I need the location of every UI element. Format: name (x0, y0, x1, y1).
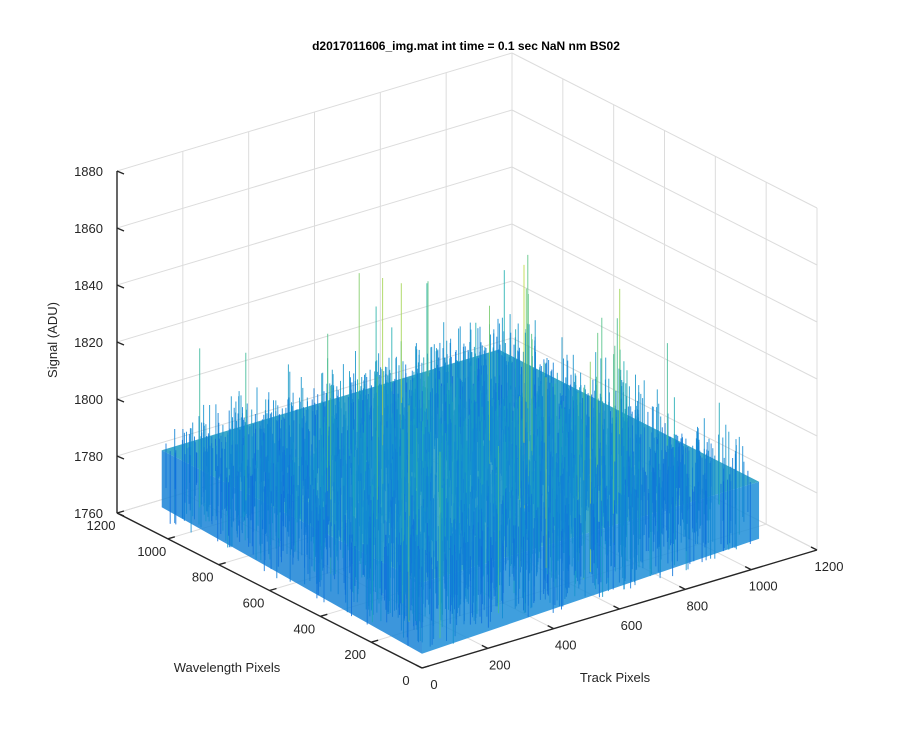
y-tick-label: 0 (402, 673, 409, 688)
grid-line-wall-z-right (511, 166, 818, 323)
z-tick (116, 227, 125, 232)
z-tick-label: 1840 (74, 278, 103, 293)
y-tick (269, 587, 277, 592)
x-tick (810, 546, 818, 551)
x-tick (679, 585, 686, 590)
z-tick-label: 1820 (74, 335, 103, 350)
z-tick-label: 1780 (74, 449, 103, 464)
y-tick-label: 200 (344, 647, 366, 662)
y-tick-label: 1200 (87, 518, 116, 533)
z-tick (116, 398, 125, 403)
z-tick-label: 1800 (74, 392, 103, 407)
x-tick (481, 644, 489, 649)
y-tick (370, 639, 379, 643)
x-tick-label: 200 (489, 657, 511, 672)
grid-line-wall-z-back (116, 109, 513, 229)
z-tick (116, 341, 125, 346)
z-tick (116, 455, 125, 460)
x-tick (415, 664, 423, 669)
x-tick-label: 600 (621, 618, 643, 633)
y-tick-label: 600 (243, 596, 265, 611)
y-axis-label: Wavelength Pixels (174, 660, 281, 675)
grid-line-wall-z-right (511, 280, 818, 437)
z-tick-label: 1860 (74, 221, 103, 236)
z-tick (116, 170, 125, 175)
x-tick-label: 1200 (815, 559, 844, 574)
x-tick-label: 800 (686, 598, 708, 613)
y-tick-label: 400 (293, 621, 315, 636)
x-tick-label: 1000 (749, 579, 778, 594)
y-tick (320, 613, 328, 618)
grid-line-wall-z-back (116, 166, 513, 286)
grid-line-wall-z-right (511, 337, 818, 494)
x-tick-label: 400 (555, 638, 577, 653)
z-axis-label: Signal (ADU) (45, 302, 60, 378)
chart-title: d2017011606_img.mat int time = 0.1 sec N… (312, 39, 620, 53)
surface-layer (161, 254, 760, 654)
x-tick-label: 0 (430, 677, 437, 692)
y-tick-label: 1000 (137, 544, 166, 559)
x-tick (744, 566, 752, 571)
x-tick (547, 625, 554, 630)
grid-line-wall-z-back (116, 52, 513, 172)
y-tick (421, 665, 430, 669)
x-tick (613, 605, 620, 610)
y-tick-label: 800 (192, 570, 214, 585)
grid-line-wall-z-back (116, 280, 513, 400)
grid-line-wall-z-right (511, 109, 818, 266)
z-tick (116, 284, 125, 289)
grid-line-wall-z-back (116, 223, 513, 343)
y-tick (116, 510, 125, 514)
y-tick (167, 536, 176, 540)
x-axis-label: Track Pixels (580, 670, 651, 685)
z-tick (116, 512, 125, 517)
grid-line-wall-z-right (511, 52, 818, 209)
z-tick-label: 1760 (74, 506, 103, 521)
y-tick (218, 561, 226, 566)
tick-layer: 0 200 400 600 800 1000 1200 0 200 400 600 800 1000 12… (74, 164, 843, 692)
z-tick-label: 1880 (74, 164, 103, 179)
grid-line-wall-z-right (511, 223, 818, 380)
